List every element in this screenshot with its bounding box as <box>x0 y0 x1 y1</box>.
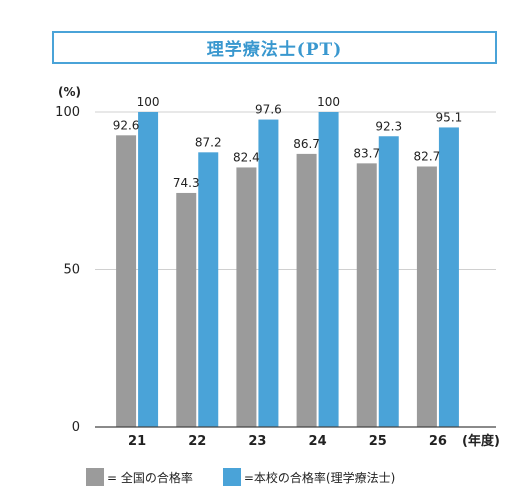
x-axis-unit-label: (年度) <box>462 433 500 449</box>
legend: = 全国の合格率 =本校の合格率(理学療法士) <box>86 466 506 488</box>
y-tick-label-50: 50 <box>63 263 80 278</box>
bar-school-21 <box>138 112 159 427</box>
legend-label-school: =本校の合格率(理学療法士) <box>243 470 396 485</box>
bar-school-26 <box>438 127 459 427</box>
data-label-national-24: 86.7 <box>293 137 320 151</box>
bar-school-22 <box>198 152 219 427</box>
x-tick-label-22: 22 <box>188 434 206 449</box>
legend-swatch-national <box>86 468 104 486</box>
x-tick-label-23: 23 <box>248 434 266 449</box>
data-label-national-21: 92.6 <box>113 118 140 132</box>
y-axis-unit-label: (%) <box>58 85 81 99</box>
bar-national-24 <box>296 153 317 427</box>
bar-national-25 <box>356 163 377 427</box>
legend-item-national: = 全国の合格率 <box>86 468 193 486</box>
data-label-national-25: 83.7 <box>353 146 380 160</box>
y-tick-label-0: 0 <box>72 420 80 435</box>
data-label-national-26: 82.7 <box>414 149 441 163</box>
bar-school-23 <box>258 119 279 427</box>
data-label-school-25: 92.3 <box>375 119 402 133</box>
bar-school-25 <box>378 136 399 427</box>
legend-item-school: =本校の合格率(理学療法士) <box>222 468 396 486</box>
data-label-national-23: 82.4 <box>233 150 260 164</box>
data-label-school-26: 95.1 <box>436 110 463 124</box>
x-tick-label-26: 26 <box>429 434 447 449</box>
chart-title: 理学療法士(PT) <box>206 40 343 60</box>
bar-national-22 <box>176 192 197 427</box>
data-label-school-24: 100 <box>317 95 340 109</box>
bar-national-23 <box>236 167 257 427</box>
x-tick-label-25: 25 <box>369 434 387 449</box>
data-label-school-23: 97.6 <box>255 103 282 117</box>
bar-school-24 <box>318 112 339 427</box>
x-tick-label-24: 24 <box>309 434 327 449</box>
chart-title-box: 理学療法士(PT) <box>52 31 497 64</box>
bar-national-21 <box>116 135 137 427</box>
data-label-school-22: 87.2 <box>195 135 222 149</box>
bar-national-26 <box>416 166 437 427</box>
data-label-national-22: 74.3 <box>173 176 200 190</box>
x-tick-label-21: 21 <box>128 434 146 449</box>
y-tick-label-100: 100 <box>55 105 80 120</box>
legend-swatch-school <box>222 468 241 486</box>
legend-label-national: = 全国の合格率 <box>107 470 193 485</box>
data-label-school-21: 100 <box>137 95 160 109</box>
